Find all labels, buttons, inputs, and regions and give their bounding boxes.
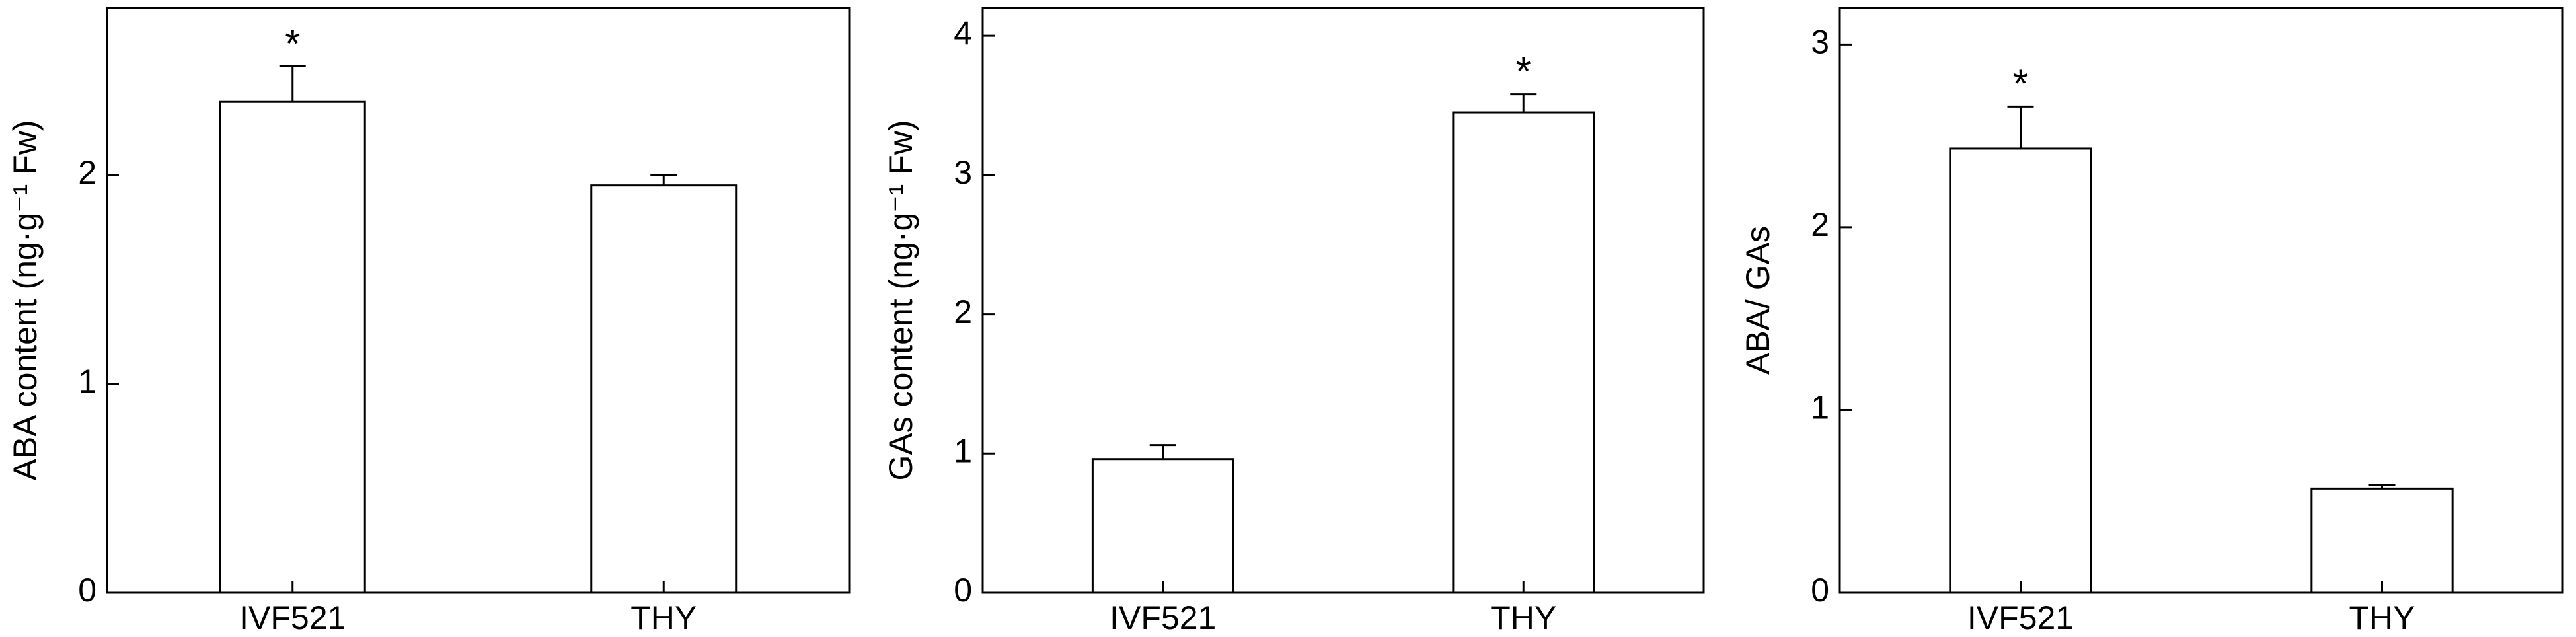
y-axis-label: ABA content (ng·g⁻¹ Fw)	[7, 120, 44, 480]
x-tick-label: THY	[1490, 599, 1556, 636]
significance-mark: *	[1516, 49, 1531, 93]
significance-mark: *	[2013, 61, 2028, 106]
bar	[219, 100, 366, 594]
y-tick-label: 3	[1811, 24, 1829, 61]
bar	[1949, 147, 2092, 594]
y-tick-label: 1	[954, 432, 972, 469]
plot-frame	[981, 7, 1705, 594]
y-tick-label: 0	[954, 572, 972, 609]
x-tick-label: IVF521	[1967, 599, 2074, 636]
significance-mark: *	[285, 21, 300, 65]
bar	[1452, 111, 1595, 594]
y-axis-label: ABA/ GAs	[1739, 226, 1776, 375]
y-tick-label: 4	[954, 15, 972, 52]
y-tick-label: 0	[1811, 572, 1829, 609]
x-tick-label: IVF521	[1110, 599, 1216, 636]
x-tick-label: IVF521	[239, 599, 346, 636]
y-tick-label: 2	[954, 293, 972, 330]
x-tick-label: THY	[2349, 599, 2415, 636]
bar	[590, 184, 738, 594]
y-tick-label: 1	[78, 363, 96, 400]
y-axis-label: GAs content (ng·g⁻¹ Fw)	[882, 120, 919, 481]
y-tick-label: 2	[78, 154, 96, 191]
y-tick-label: 0	[78, 572, 96, 609]
bar	[1091, 458, 1234, 594]
plot-frame	[1838, 7, 2564, 594]
y-tick-label: 3	[954, 154, 972, 191]
y-tick-label: 1	[1811, 389, 1829, 426]
x-tick-label: THY	[630, 599, 697, 636]
y-tick-label: 2	[1811, 206, 1829, 243]
bar	[2310, 487, 2454, 594]
plot-frame	[106, 7, 851, 594]
